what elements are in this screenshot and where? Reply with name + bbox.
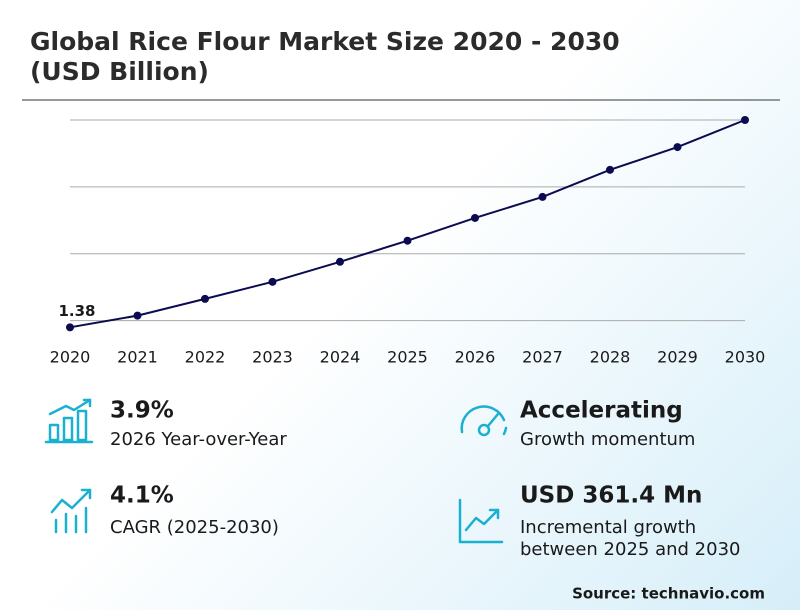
trend-icon (50, 488, 92, 534)
point (201, 294, 209, 303)
x-tick-label: 2029 (657, 348, 698, 367)
stat-label: 2026 Year-over-Year (110, 429, 287, 450)
x-tick-label: 2020 (50, 348, 91, 367)
stat-value: 3.9% (110, 398, 174, 424)
x-tick-label: 2026 (455, 348, 496, 367)
point (538, 192, 547, 201)
point (403, 236, 412, 245)
gauge-icon (460, 405, 508, 437)
source: Source: technavio.com (572, 585, 765, 603)
chart-title: Global Rice Flour Market Size 2020 - 203… (30, 27, 620, 56)
point (336, 257, 344, 266)
line (69, 119, 746, 329)
x-tick-label: 2027 (522, 348, 563, 367)
x-tick-label: 2023 (252, 348, 293, 367)
point (66, 323, 74, 332)
bar-icon (44, 398, 94, 444)
stat-value: 4.1% (110, 483, 174, 509)
x-tick-label: 2030 (725, 348, 766, 367)
point (606, 165, 614, 174)
stat-label: between 2025 and 2030 (520, 539, 740, 560)
x-tick-label: 2028 (590, 348, 631, 367)
point (471, 213, 479, 222)
stat-label: CAGR (2025-2030) (110, 517, 279, 538)
stat-value: Accelerating (520, 398, 683, 424)
x-tick-label: 2025 (387, 348, 428, 367)
x-tick-label: 2024 (320, 348, 361, 367)
stat-value: USD 361.4 Mn (520, 483, 702, 509)
stat-label: Incremental growth (520, 517, 696, 538)
x-tick-label: 2021 (117, 348, 158, 367)
chart-subtitle: (USD Billion) (30, 57, 209, 86)
x-tick-label: 2022 (185, 348, 226, 367)
point (133, 311, 142, 320)
point (741, 116, 749, 124)
point (673, 143, 682, 152)
point (268, 277, 277, 286)
data-label: 1.38 (58, 302, 95, 320)
icons (44, 398, 508, 544)
growth-icon (458, 498, 504, 544)
stat-label: Growth momentum (520, 429, 695, 450)
